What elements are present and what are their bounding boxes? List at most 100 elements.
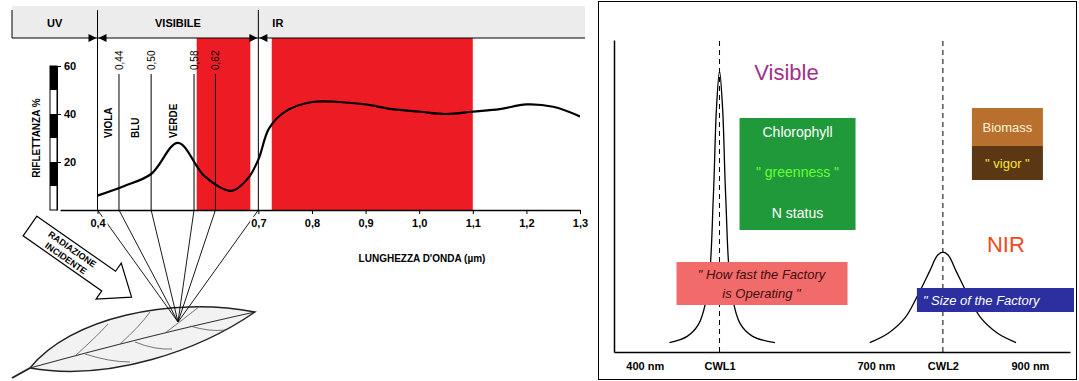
scale-bar-segment <box>50 186 57 210</box>
wavelength-label: 0,50 <box>146 50 157 70</box>
region-boundary <box>97 10 98 210</box>
tick-label: 0,7 <box>251 217 266 229</box>
tick-label: 0,8 <box>305 217 320 229</box>
tick-label: 1,3 <box>573 217 588 229</box>
radiation-line <box>119 210 178 322</box>
tick-label: 400 nm <box>626 360 664 372</box>
left-y-axis-line <box>57 67 58 211</box>
scale-bar-segment <box>50 138 57 162</box>
chlorophyll-box <box>740 118 856 230</box>
radiation-line <box>98 210 178 322</box>
tick: 1,2 <box>518 210 535 229</box>
radiation-line <box>178 210 215 322</box>
chlorophyll-box-text: N status <box>772 205 823 221</box>
wavelength-label: 0,58 <box>189 50 200 70</box>
color-name: VIOLA <box>103 107 114 138</box>
tick-mark <box>57 162 61 163</box>
factory-speed-text: is Operating " <box>722 286 802 301</box>
leaf-vein <box>85 354 130 362</box>
wavelength-line <box>151 74 152 210</box>
right-chart: 400 nm CWL1 700 nm CWL2 900 nm Visible Chlorop… <box>599 2 1077 380</box>
tick: CWL2 <box>928 352 959 372</box>
label-patch <box>357 217 374 229</box>
tick: CWL1 <box>704 352 735 372</box>
tick-mark <box>57 114 61 115</box>
wavelength-line <box>118 74 119 210</box>
region-boundary <box>258 10 259 210</box>
leaf-midrib <box>30 312 255 368</box>
tick-label: 900 nm <box>1011 360 1049 372</box>
leaf-vein <box>75 324 108 356</box>
scale-bar-segment <box>50 90 57 114</box>
scale-bar-segment <box>50 66 57 90</box>
region-arrow <box>249 34 257 42</box>
tick-label: 60 <box>64 60 76 72</box>
label-patch <box>465 217 482 229</box>
leaf-vein <box>120 312 150 344</box>
nir-title: NIR <box>987 232 1025 257</box>
tick-label: 0,4 <box>90 217 106 229</box>
tick: 60 <box>57 60 76 72</box>
factory-size-text: " Size of the Factory <box>923 293 1041 308</box>
left-y-axis: 204060 <box>57 60 76 210</box>
tick: 0,9 <box>357 210 374 229</box>
tick-label: CWL1 <box>704 360 735 372</box>
biomass-box-text: Biomass <box>982 120 1032 135</box>
tick-label: 1,0 <box>412 217 427 229</box>
visible-title: Visible <box>754 60 818 85</box>
wavelength-line <box>194 74 195 210</box>
leaf-stem <box>12 368 30 378</box>
arrow-shape <box>17 208 144 315</box>
right-x-axis: 400 nm CWL1 700 nm CWL2 900 nm <box>615 352 1071 372</box>
leaf <box>12 306 255 378</box>
tick-mark <box>57 66 61 67</box>
tick-mark <box>473 210 474 214</box>
right-y-axis <box>614 41 615 353</box>
panel-frame <box>599 2 1077 380</box>
tick: 1,0 <box>411 210 428 229</box>
tick-label: 0,9 <box>358 217 373 229</box>
biomass-box-bottom <box>972 146 1043 180</box>
tick: 900 nm <box>1011 352 1049 372</box>
chlorophyll-box-text: Chlorophyll <box>763 124 833 140</box>
region-arrow <box>89 34 97 42</box>
leaf-vein <box>190 326 225 331</box>
highlight-band <box>272 38 473 210</box>
tick-label: 1,1 <box>466 217 481 229</box>
left-plot <box>98 101 580 195</box>
label-patch <box>518 217 535 229</box>
region-arrow <box>259 34 267 42</box>
x-axis-title: LUNGHEZZA D'ONDA (µm) <box>359 253 486 264</box>
tick-mark <box>366 210 367 214</box>
right-x-axis-line <box>615 352 1071 354</box>
reflectance-curve <box>98 101 580 195</box>
tick: 0,7 <box>250 210 267 229</box>
tick-mark <box>258 210 259 214</box>
wavelength-line <box>215 74 216 210</box>
radiation-line <box>151 210 178 322</box>
tick: 1,3 <box>572 210 589 229</box>
factory-size-box <box>917 288 1074 312</box>
label-patch <box>304 217 321 229</box>
label-patch <box>411 217 428 229</box>
tick: 700 nm <box>857 352 895 372</box>
left-x-axis: 0,4 0,7 0,8 0,9 1,0 1,1 1,2 1,3 <box>61 210 590 229</box>
left-chart: UVVISIBILEIR0,440,500,580,62VIOLABLUVERD… <box>12 6 589 378</box>
label-patch <box>250 217 267 229</box>
chlorophyll-box-text: " greenness " <box>756 164 839 180</box>
leaf-vein <box>165 306 200 333</box>
tick: 1,1 <box>465 210 482 229</box>
tick: 400 nm <box>626 352 664 372</box>
y-scale-bar <box>50 66 57 210</box>
tick-mark <box>580 210 581 214</box>
biomass-box-top <box>972 108 1043 146</box>
scale-bar-frame <box>50 66 57 210</box>
color-name: VERDE <box>168 103 179 138</box>
right-y-axis-line <box>614 41 616 353</box>
color-name: BLU <box>130 117 141 138</box>
figure: UVVISIBILEIR0,440,500,580,62VIOLABLUVERD… <box>0 0 1079 381</box>
scale-bar-segment <box>50 162 57 186</box>
arrow-label: INCIDENTE <box>43 240 88 276</box>
header-edge <box>12 10 13 38</box>
wavelength-label: 0,44 <box>114 50 125 70</box>
